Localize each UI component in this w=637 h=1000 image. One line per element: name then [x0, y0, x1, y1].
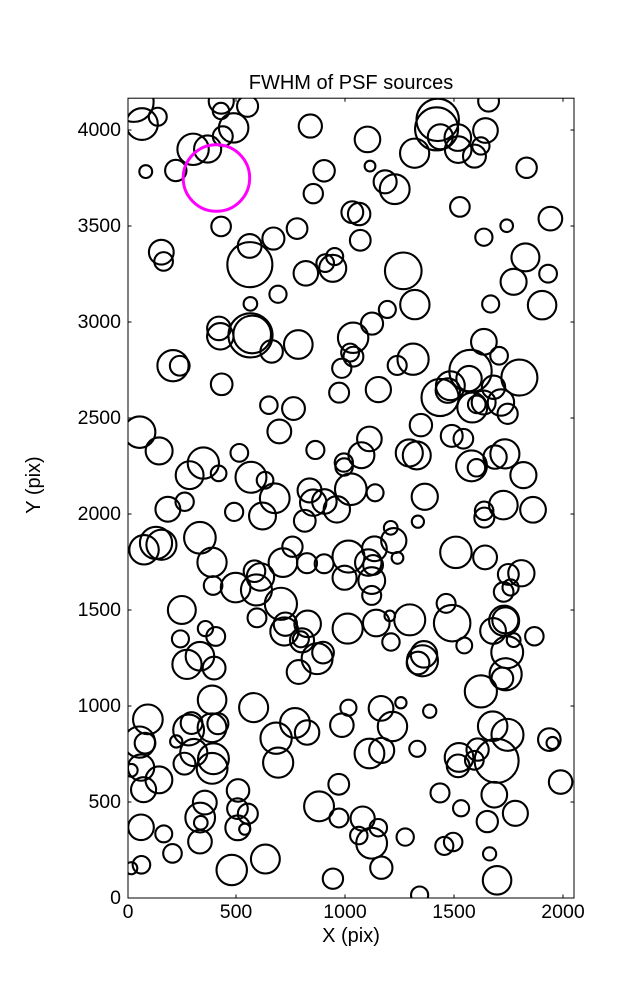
svg-text:2000: 2000 [541, 901, 585, 923]
svg-text:4000: 4000 [78, 119, 122, 141]
svg-text:1000: 1000 [323, 901, 367, 923]
svg-text:Y (pix): Y (pix) [23, 456, 45, 513]
svg-text:2500: 2500 [78, 407, 122, 429]
svg-text:500: 500 [88, 791, 121, 813]
svg-text:X (pix): X (pix) [322, 925, 380, 947]
svg-text:1500: 1500 [78, 599, 122, 621]
svg-text:3000: 3000 [78, 311, 122, 333]
svg-text:FWHM of PSF sources: FWHM of PSF sources [249, 72, 453, 94]
svg-text:0: 0 [123, 901, 134, 923]
svg-text:2000: 2000 [78, 503, 122, 525]
svg-text:1500: 1500 [432, 901, 476, 923]
svg-text:500: 500 [220, 901, 253, 923]
svg-text:1000: 1000 [78, 695, 122, 717]
svg-text:0: 0 [110, 887, 121, 909]
svg-text:3500: 3500 [78, 215, 122, 237]
